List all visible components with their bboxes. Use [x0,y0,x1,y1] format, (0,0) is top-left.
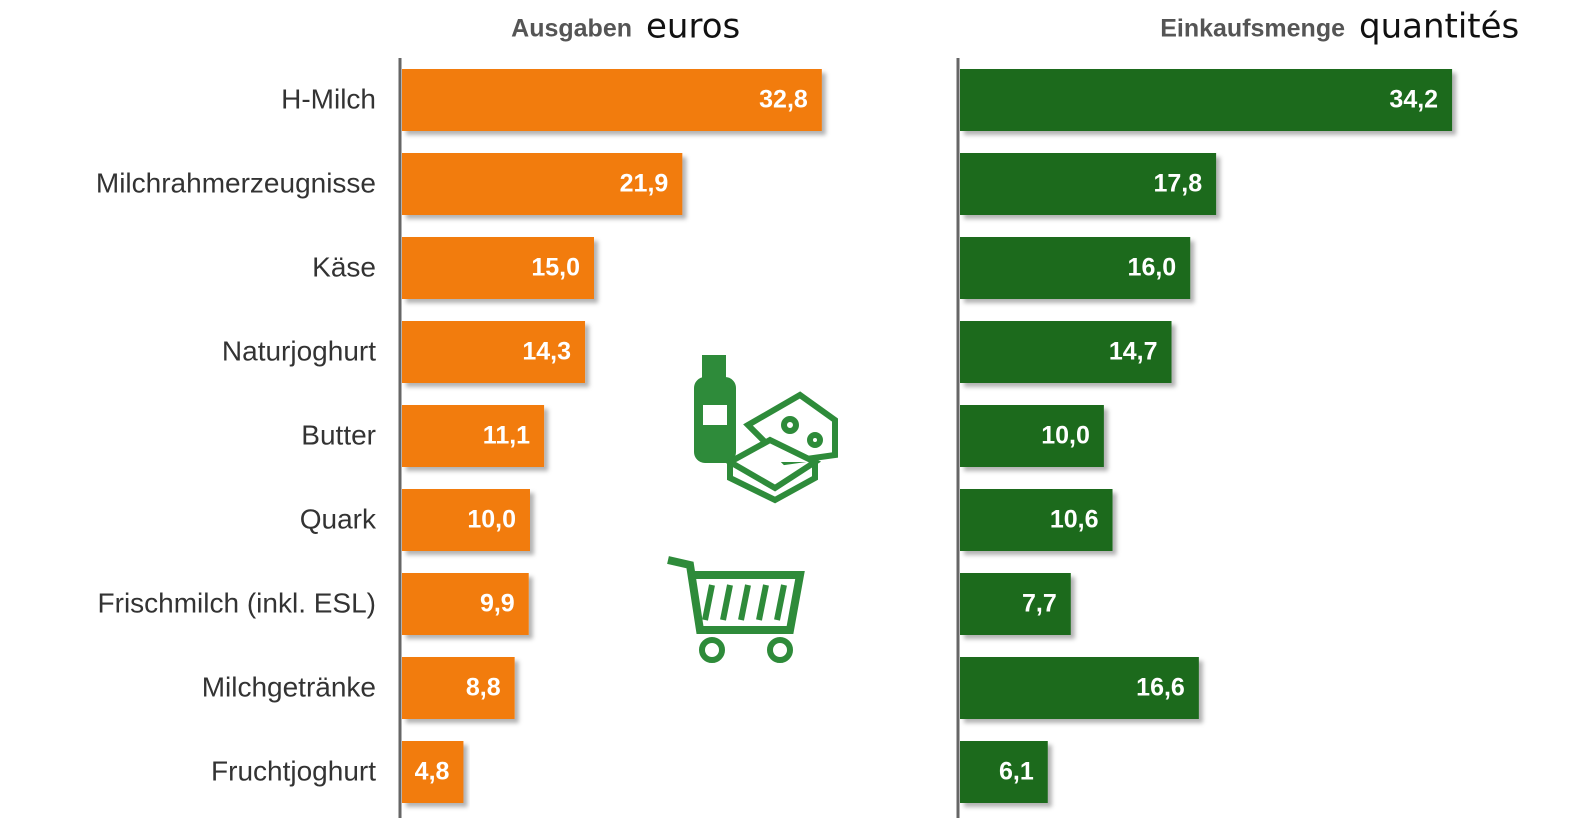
value-label: 8,8 [466,674,501,702]
category-label: Milchrahmerzeugnisse [96,167,376,198]
value-label: 34,2 [1389,86,1438,114]
value-label: 7,7 [1022,590,1057,618]
value-label: 10,0 [1041,422,1090,450]
category-label: Naturjoghurt [222,335,376,366]
panel-title: Ausgaben [511,15,632,43]
panel-title: Einkaufsmenge [1160,15,1345,43]
value-label: 32,8 [759,86,808,114]
value-label: 21,9 [620,170,669,198]
bar [402,573,529,635]
value-label: 16,6 [1136,674,1185,702]
value-label: 11,1 [483,422,530,450]
category-label: Milchgetränke [202,671,376,702]
value-label: 9,9 [480,590,515,618]
category-label: Butter [301,419,376,450]
value-label: 10,0 [467,506,516,534]
value-label: 6,1 [999,758,1034,786]
bar [960,321,1172,383]
bar [960,657,1199,719]
value-label: 15,0 [531,254,580,282]
value-label: 14,7 [1109,338,1158,366]
bar [402,657,515,719]
value-label: 14,3 [522,338,571,366]
category-label: Fruchtjoghurt [211,755,376,786]
value-label: 10,6 [1050,506,1099,534]
category-label: Käse [312,251,376,282]
value-label: 16,0 [1128,254,1177,282]
dairy-icons [667,355,838,663]
panel-subtitle: quantités [1359,7,1519,47]
bar [960,741,1048,803]
bar [402,405,545,467]
bar [402,153,683,215]
bar [960,405,1104,467]
bar [402,69,822,131]
panel-subtitle: euros [646,7,740,47]
value-label: 17,8 [1153,170,1202,198]
bar [402,237,594,299]
value-label: 4,8 [415,758,450,786]
bar [960,69,1453,131]
bar [960,237,1191,299]
bar [402,321,586,383]
bar [402,741,464,803]
bar [960,153,1217,215]
category-label: Quark [300,503,377,534]
bar [960,573,1071,635]
category-label: H-Milch [281,83,376,114]
bar [960,489,1113,551]
category-label: Frischmilch (inkl. ESL) [98,587,376,618]
bar [402,489,530,551]
